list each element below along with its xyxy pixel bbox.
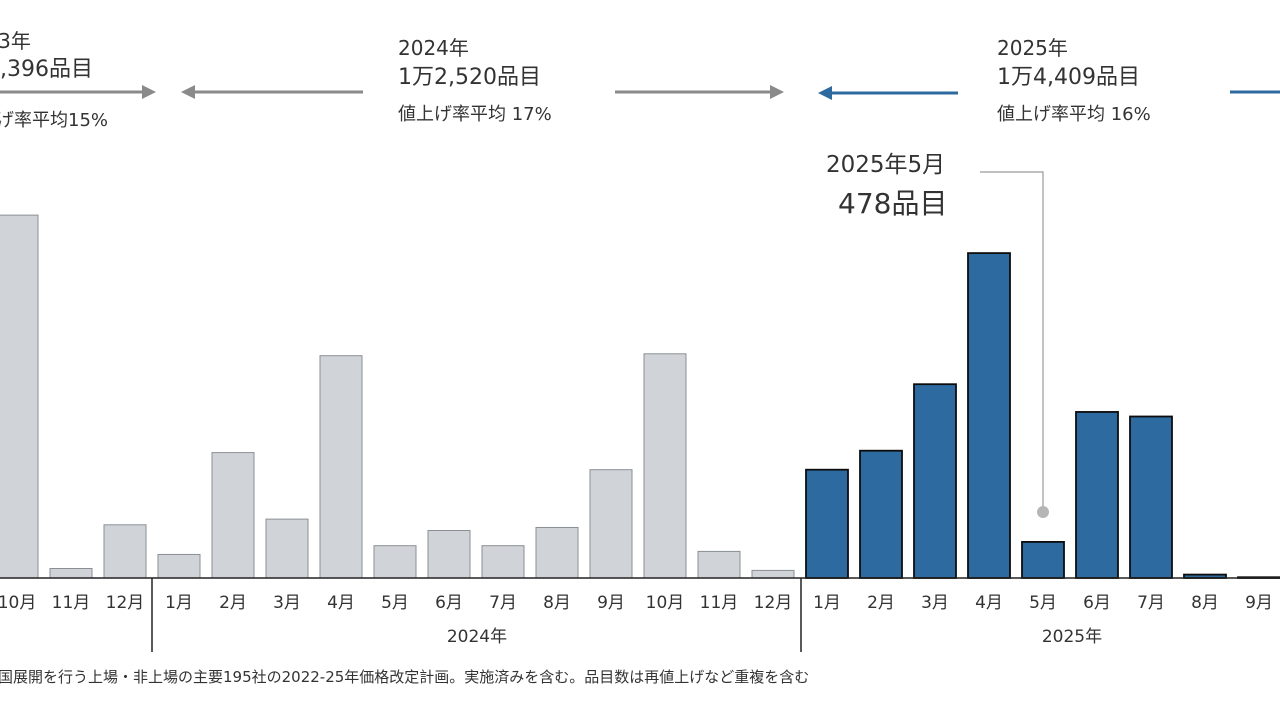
callout-label: 2025年5月 xyxy=(826,152,945,178)
annotation-texts-group: 2023年 1万2,396品目値上げ率平均15% 2024年 1万2,520品目値上げ… xyxy=(0,29,1151,686)
arrow-2023-right-head xyxy=(142,85,156,99)
bar-2024-9月 xyxy=(589,469,633,579)
tick-label: 9月 xyxy=(1245,593,1273,613)
summary-2025-year: 2025年 xyxy=(997,36,1068,60)
year-label-2025: 2025年 xyxy=(1042,627,1102,647)
footnote: 国展開を行う上場・非上場の主要195社の2022-25年価格改定計画。実施済みを… xyxy=(0,668,809,686)
tick-label: 11月 xyxy=(700,593,739,613)
tick-label: 6月 xyxy=(435,593,463,613)
bar-2024-1月 xyxy=(157,553,201,579)
tick-label: 8月 xyxy=(543,593,571,613)
bar-2025-4月 xyxy=(967,252,1011,579)
callout-leader-line xyxy=(980,171,1044,508)
tick-label: 6月 xyxy=(1083,593,1111,613)
bar-2025-5月 xyxy=(1021,541,1065,579)
tick-label: 9月 xyxy=(597,593,625,613)
arrow-2024-left-head xyxy=(181,85,195,99)
arrow-2025-left-head xyxy=(818,86,832,100)
tick-label: 3月 xyxy=(921,593,949,613)
bar-2024-8月 xyxy=(535,526,579,579)
summary-2023-avg: 値上げ率平均15% xyxy=(0,110,108,131)
bar-2025-3月 xyxy=(913,383,957,579)
bar-2024-10月 xyxy=(643,353,687,579)
tick-label: 2月 xyxy=(867,593,895,613)
tick-label: 5月 xyxy=(381,593,409,613)
summary-2024-year: 2024年 xyxy=(398,36,469,60)
summary-2025-avg: 値上げ率平均 16% xyxy=(997,104,1151,125)
summary-2025-items: 1万4,409品目 xyxy=(997,65,1140,90)
tick-label: 4月 xyxy=(327,593,355,613)
tick-label: 5月 xyxy=(1029,593,1057,613)
bar-2024-2月 xyxy=(211,452,255,579)
tick-label: 1月 xyxy=(165,593,193,613)
bar-2024-12月 xyxy=(751,569,795,579)
tick-label: 1月 xyxy=(813,593,841,613)
arrow-2024-right-head xyxy=(770,85,784,99)
summary-2024-avg: 値上げ率平均 17% xyxy=(398,104,552,125)
tick-label: 3月 xyxy=(273,593,301,613)
tick-label: 7月 xyxy=(489,593,517,613)
callout-marker xyxy=(1037,506,1049,518)
bar-2025-6月 xyxy=(1075,411,1119,579)
bars-group xyxy=(0,214,1280,579)
tick-label: 8月 xyxy=(1191,593,1219,613)
tick-label: 10月 xyxy=(646,593,685,613)
tick-label: 12月 xyxy=(754,593,793,613)
bar-2024-11月 xyxy=(697,550,741,579)
bar-2024-3月 xyxy=(265,518,309,579)
year-label-2024: 2024年 xyxy=(447,627,507,647)
tick-label: 2月 xyxy=(219,593,247,613)
tick-label: 11月 xyxy=(52,593,91,613)
summary-2023-items: 1万2,396品目 xyxy=(0,57,93,82)
tick-labels-group: 10月 11月 12月 1月 2月 3月 4月 5月 6月 7月 8月 9月 10月 11月 12月 1月 2月… xyxy=(0,577,1280,652)
bar-2025-2月 xyxy=(859,449,903,579)
bar-2023-11月 xyxy=(49,568,93,579)
tick-label: 4月 xyxy=(975,593,1003,613)
bar-2024-6月 xyxy=(427,530,471,579)
bar-2023-10月 xyxy=(0,214,39,579)
bar-2024-5月 xyxy=(373,545,417,579)
bar-2024-7月 xyxy=(481,545,525,579)
tick-label: 12月 xyxy=(106,593,145,613)
bar-2025-7月 xyxy=(1129,415,1173,579)
summary-2024-items: 1万2,520品目 xyxy=(398,65,541,90)
tick-label: 7月 xyxy=(1137,593,1165,613)
bar-2023-12月 xyxy=(103,524,147,579)
tick-label: 10月 xyxy=(0,593,36,613)
summary-2023-year: 2023年 xyxy=(0,29,31,53)
bar-2025-1月 xyxy=(805,468,849,579)
callout-value: 478品目 xyxy=(838,187,947,220)
arrows-group xyxy=(0,85,1280,100)
bar-2024-4月 xyxy=(319,355,363,579)
